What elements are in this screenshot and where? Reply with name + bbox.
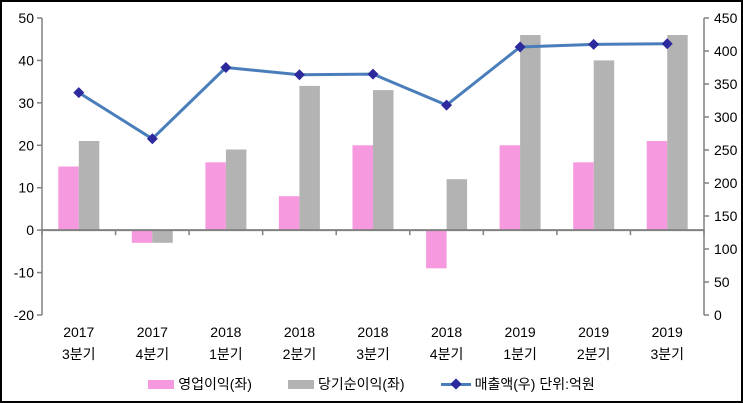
net-profit-bar xyxy=(373,90,394,231)
y-axis-right-tick-label: 450 xyxy=(714,10,738,26)
net-profit-bar xyxy=(520,35,541,231)
revenue-marker-diamond xyxy=(293,69,305,81)
y-axis-right-tick-label: 150 xyxy=(714,208,738,224)
y-axis-right-tick-label: 400 xyxy=(714,43,738,59)
revenue-marker-diamond xyxy=(73,87,85,99)
y-axis-left-tick-label: 20 xyxy=(18,137,34,153)
net-profit-swatch-icon xyxy=(287,379,314,389)
x-axis-label-quarter: 2분기 xyxy=(283,346,317,362)
x-axis-label-quarter: 2분기 xyxy=(577,346,611,362)
y-axis-left-tick-label: 50 xyxy=(18,10,34,26)
revenue-marker-diamond xyxy=(441,99,453,111)
operating-profit-bar xyxy=(352,145,373,231)
y-axis-left-tick-label: 30 xyxy=(18,95,34,111)
y-axis-left-tick-label: -10 xyxy=(14,265,34,281)
x-axis-label-quarter: 1분기 xyxy=(503,346,537,362)
revenue-diamond-marker-icon xyxy=(449,377,462,390)
operating-profit-bar xyxy=(499,145,521,231)
y-axis-right-tick-label: 300 xyxy=(714,109,738,125)
legend: 영업이익(좌) 당기순이익(좌) 매출액(우) 단위:억원 xyxy=(2,374,741,394)
net-profit-bar xyxy=(152,230,173,243)
legend-item-operating-profit: 영업이익(좌) xyxy=(148,374,252,394)
net-profit-bar xyxy=(667,35,688,231)
x-axis-label-year: 2019 xyxy=(505,324,536,340)
operating-profit-bar xyxy=(58,166,79,231)
legend-label-net-profit: 당기순이익(좌) xyxy=(317,376,405,392)
x-axis-label-quarter: 1분기 xyxy=(209,346,243,362)
revenue-marker-diamond xyxy=(661,38,673,50)
x-axis-label-year: 2019 xyxy=(578,324,609,340)
y-axis-right-tick-label: 0 xyxy=(714,307,722,323)
legend-label-operating-profit: 영업이익(좌) xyxy=(178,376,252,392)
x-axis-label-quarter: 4분기 xyxy=(430,346,464,362)
x-axis-label-year: 2018 xyxy=(357,324,388,340)
operating-profit-swatch-icon xyxy=(148,379,175,389)
operating-profit-bar xyxy=(426,230,447,269)
operating-profit-bar xyxy=(131,230,153,243)
x-axis-label-year: 2018 xyxy=(210,324,241,340)
revenue-marker-diamond xyxy=(220,62,232,73)
x-axis-label-year: 2018 xyxy=(431,324,462,340)
x-axis-label-year: 2019 xyxy=(652,324,683,340)
x-axis-label-year: 2017 xyxy=(63,324,94,340)
legend-item-revenue: 매출액(우) 단위:억원 xyxy=(440,374,595,394)
x-axis-label-quarter: 4분기 xyxy=(136,346,170,362)
operating-profit-bar xyxy=(278,196,300,231)
y-axis-left-tick-label: -20 xyxy=(14,307,34,323)
revenue-line-swatch-icon xyxy=(440,377,471,390)
legend-item-net-profit: 당기순이익(좌) xyxy=(287,374,405,394)
y-axis-right-tick-label: 50 xyxy=(714,274,730,290)
net-profit-bar xyxy=(593,60,615,231)
x-axis-label-year: 2018 xyxy=(284,324,315,340)
y-axis-right-tick-label: 200 xyxy=(714,175,738,191)
x-axis-label-quarter: 3분기 xyxy=(356,346,390,362)
y-axis-right-tick-label: 250 xyxy=(714,142,738,158)
y-axis-left-tick-label: 40 xyxy=(18,52,34,68)
net-profit-bar xyxy=(446,179,468,231)
revenue-marker-diamond xyxy=(588,38,600,50)
legend-label-revenue: 매출액(우) 단위:억원 xyxy=(474,376,595,392)
y-axis-right-tick-label: 100 xyxy=(714,241,738,257)
y-axis-left-tick-label: 0 xyxy=(26,222,34,238)
net-profit-bar xyxy=(299,85,320,231)
operating-profit-bar xyxy=(205,162,226,231)
revenue-marker-diamond xyxy=(367,68,379,80)
x-axis-label-year: 2017 xyxy=(137,324,168,340)
x-axis-label-quarter: 3분기 xyxy=(62,346,96,362)
operating-profit-bar xyxy=(573,162,594,231)
y-axis-right-tick-label: 350 xyxy=(714,76,738,92)
operating-profit-bar xyxy=(646,141,668,231)
revenue-marker-diamond xyxy=(514,41,526,53)
revenue-marker-diamond xyxy=(146,133,158,145)
x-axis-label-quarter: 3분기 xyxy=(650,346,684,362)
y-axis-left-tick-label: 10 xyxy=(18,180,34,196)
net-profit-bar xyxy=(225,149,247,231)
net-profit-bar xyxy=(78,141,100,231)
